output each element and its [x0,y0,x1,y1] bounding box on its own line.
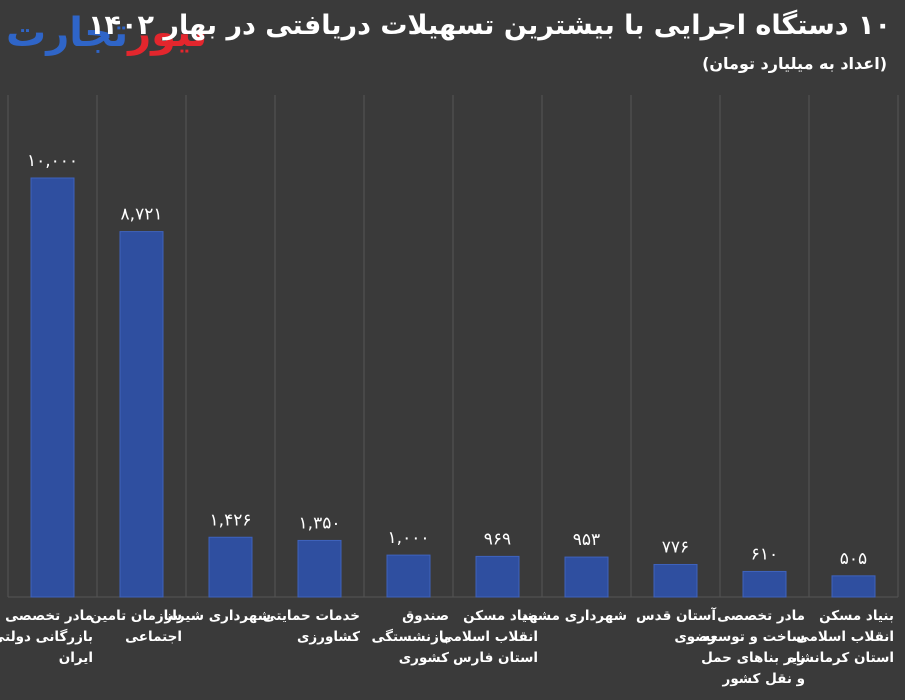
category-label: و نقل کشور [722,671,805,687]
category-label: ایران [59,650,93,666]
value-label: ۹۵۳ [573,530,600,550]
bar [119,231,164,598]
category-label: استان کرمانشاه [788,650,894,666]
category-label: کشوری [399,650,449,666]
value-label: ۷۷۶ [662,537,689,557]
bar [297,539,342,598]
category-label: آستان قدس [636,607,716,624]
category-label: اجتماعی [125,629,182,645]
value-label: ۸,۷۲۱ [121,205,163,225]
bar [831,575,876,598]
bar [208,536,253,598]
category-label: بنیاد مسکن [819,608,894,624]
value-label: ۱۰,۰۰۰ [27,151,78,171]
brand-logo: نیوزتجارت [6,8,208,58]
category-label: بازرگانی دولتی [0,628,93,645]
category-label: انقلاب اسلامی [440,629,538,645]
value-label: ۱,۴۲۶ [210,510,252,530]
chart-subtitle: (اعداد به میلیارد تومان) [702,54,887,73]
value-label: ۶۱۰ [751,544,778,564]
category-label: ساخت و توسعه [702,629,805,645]
chart-title: ۱۰ دستگاه اجرایی با بیشترین تسهیلات دریا… [88,10,891,41]
value-label: ۹۶۹ [484,529,511,549]
category-label: کشاورزی [297,629,360,645]
bar [653,563,698,598]
category-label: شهرداری شیراز [163,608,271,624]
category-label: زیر بناهای حمل [701,650,805,666]
category-label: مادر تخصصی [717,608,805,624]
category-label: بازنشستگی [372,628,449,645]
category-label: انقلاب اسلامی [796,629,894,645]
logo-part-red: نیوز [128,10,208,56]
logo-part-blue: تجارت [6,10,129,56]
category-label: رضوی [674,629,716,645]
value-label: ۱,۳۵۰ [299,513,341,533]
bar [742,570,787,598]
value-label: ۵۰۵ [840,549,867,569]
bar [386,554,431,598]
category-label: بنیاد مسکن [463,608,538,624]
category-label: شهرداری مشهد [521,608,627,624]
bar [475,555,520,598]
category-label: صندوق [402,608,449,624]
category-label: خدمات حمایتی [263,608,360,624]
category-label: استان فارس [453,650,538,666]
category-label: سازمان تامین [90,608,182,624]
category-label: مادر تخصصی [5,608,93,624]
bar [564,556,609,598]
value-label: ۱,۰۰۰ [388,528,430,548]
bar [30,177,75,598]
